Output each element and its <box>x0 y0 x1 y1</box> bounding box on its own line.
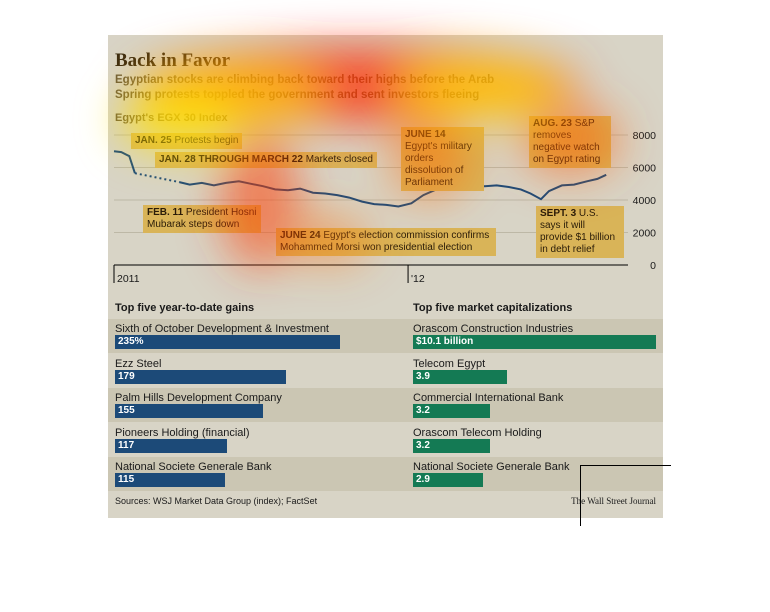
bar-value-label: 235% <box>118 336 144 347</box>
annotation-sept3: SEPT. 3 U.S. says it will provide $1 bil… <box>536 206 624 258</box>
bar-row: Sixth of October Development & Investmen… <box>108 319 406 353</box>
bar-row: National Societe Generale Bank 2.9 <box>406 457 663 491</box>
bar-category-label: Orascom Construction Industries <box>413 323 574 335</box>
bar-category-label: Orascom Telecom Holding <box>413 426 542 439</box>
bar-category-label: Telecom Egypt <box>413 357 486 370</box>
bar-category-label: Sixth of October Development & Investmen… <box>115 323 329 335</box>
bar-value-label: $10.1 billion <box>416 336 474 347</box>
bar-row: Ezz Steel 179 <box>108 354 406 388</box>
gains-title: Top five year-to-date gains <box>115 302 255 314</box>
bar-row: Palm Hills Development Company 155 <box>108 388 406 422</box>
annotation-june14: JUNE 14 Egypt's military orders dissolut… <box>401 127 484 191</box>
sources-note: Sources: WSJ Market Data Group (index); … <box>115 496 318 506</box>
bar-row: Orascom Telecom Holding 3.2 <box>406 423 663 457</box>
bar-category-label: Palm Hills Development Company <box>115 392 282 404</box>
bar: 3.2 <box>413 438 490 453</box>
bar-value-label: 117 <box>118 439 135 451</box>
bar-value-label: 3.9 <box>416 370 430 382</box>
y-tick-label: 4000 <box>633 195 657 207</box>
bar-value-label: 3.2 <box>416 439 430 451</box>
infographic: Back in Favor Egyptian stocks are climbi… <box>108 35 663 518</box>
annotation-jan28: JAN. 28 THROUGH MARCH 22 Markets closed <box>155 152 377 168</box>
crop-frame <box>580 465 671 526</box>
bar-category-label: Commercial International Bank <box>413 392 564 404</box>
x-tick-label: 2011 <box>117 273 140 285</box>
annotation-feb11: FEB. 11 President Hosni Mubarak steps do… <box>143 205 261 233</box>
bar-row: Orascom Construction Industries $10.1 bil… <box>406 319 663 353</box>
series-line-closure-gap <box>134 172 180 184</box>
annotation-june24: JUNE 24 Egypt's election commission conf… <box>276 228 496 256</box>
bar: 115 <box>115 473 226 487</box>
bar-category-label: Pioneers Holding (financial) <box>115 426 250 439</box>
bar: 3.2 <box>413 404 490 418</box>
bar-value-label: 2.9 <box>416 474 430 485</box>
caps-title: Top five market capitalizations <box>413 302 573 314</box>
bar: 155 <box>115 404 264 418</box>
bar: 2.9 <box>413 473 483 487</box>
bar-row: National Societe Generale Bank 115 <box>108 457 406 491</box>
bar-value-label: 115 <box>118 474 135 485</box>
bar: $10.1 billion <box>413 335 656 349</box>
bar: 117 <box>115 438 228 453</box>
x-tick-label: '12 <box>411 273 425 285</box>
y-tick-label: 8000 <box>633 130 657 142</box>
bar-value-label: 155 <box>118 405 135 416</box>
bar-row: Pioneers Holding (financial) 117 <box>108 423 406 457</box>
bar-row: Commercial International Bank 3.2 <box>406 388 663 422</box>
bar: 3.9 <box>413 369 507 384</box>
series-line-pre-closure <box>113 150 136 174</box>
annotation-aug23: AUG. 23 S&P removes negative watch on Eg… <box>529 116 611 168</box>
annotation-jan25: JAN. 25 Protests begin <box>131 133 243 149</box>
bar-value-label: 179 <box>118 370 135 382</box>
bar: 235% <box>115 335 340 349</box>
bar-row: Telecom Egypt 3.9 <box>406 354 663 388</box>
series-line <box>179 173 607 208</box>
bar-category-label: National Societe Generale Bank <box>413 461 570 473</box>
bar-category-label: National Societe Generale Bank <box>115 461 272 473</box>
y-tick-label: 2000 <box>633 228 657 240</box>
credit: The Wall Street Journal <box>571 496 656 506</box>
y-tick-label: 0 <box>650 260 656 272</box>
bar-value-label: 3.2 <box>416 405 430 416</box>
bar: 179 <box>115 369 287 384</box>
bar-category-label: Ezz Steel <box>115 357 162 370</box>
y-tick-label: 6000 <box>633 163 657 175</box>
